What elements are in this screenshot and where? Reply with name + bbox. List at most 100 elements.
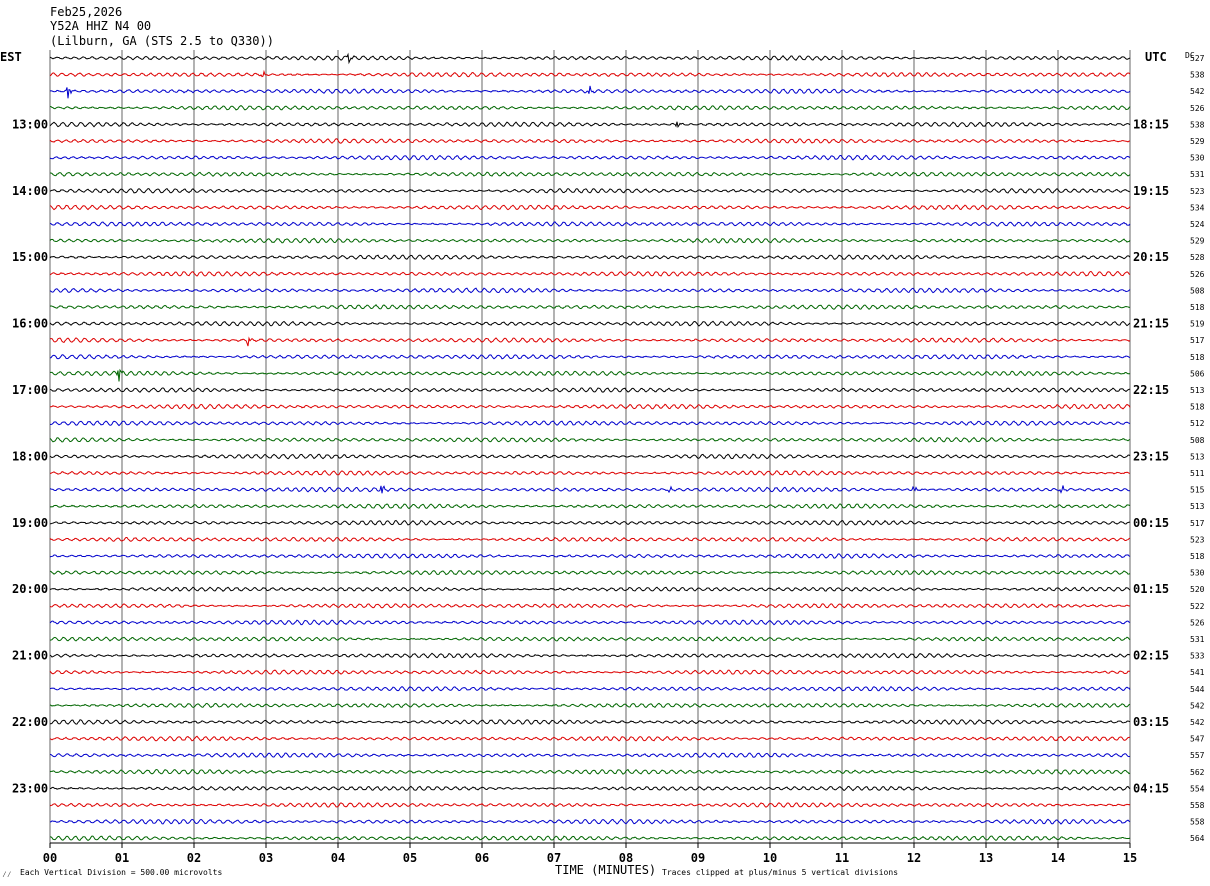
trace-row-36 <box>49 652 1130 659</box>
dc-value: 512 <box>1190 419 1205 428</box>
trace-row-46 <box>49 818 1131 825</box>
x-tick-label: 12 <box>907 851 921 865</box>
trace-row-47 <box>50 835 1131 842</box>
right-hour-labels: 18:15 19:15 20:15 21:15 22:15 23:15 00:15 01:15… <box>1133 117 1169 795</box>
trace-row-44 <box>49 785 1131 792</box>
trace-row-15 <box>49 304 1131 310</box>
dc-value: 523 <box>1190 187 1205 196</box>
dc-value: 526 <box>1190 270 1205 279</box>
footer-left-mark: ⁄⁄ <box>2 870 12 879</box>
x-tick-label: 04 <box>331 851 345 865</box>
right-hour-label: 18:15 <box>1133 117 1169 131</box>
dc-value: 529 <box>1190 237 1205 246</box>
dc-value: 518 <box>1190 353 1205 362</box>
x-tick-label: 05 <box>403 851 417 865</box>
dc-value: 527 <box>1190 54 1205 63</box>
left-hour-label: 13:00 <box>12 117 48 131</box>
right-hour-label: 01:15 <box>1133 582 1169 596</box>
left-hour-label: 18:00 <box>12 449 48 463</box>
trace-row-1 <box>49 69 1131 78</box>
trace-row-12 <box>49 254 1131 260</box>
right-hour-label: 02:15 <box>1133 649 1169 663</box>
trace-row-33 <box>49 603 1131 609</box>
right-hour-label: 21:15 <box>1133 317 1169 331</box>
right-hour-label: 23:15 <box>1133 449 1169 463</box>
dc-value: 506 <box>1190 369 1205 378</box>
header-station: Y52A HHZ N4 00 <box>50 19 151 33</box>
dc-value: 526 <box>1190 618 1205 627</box>
trace-row-9 <box>49 204 1131 211</box>
right-hour-label: 00:15 <box>1133 516 1169 530</box>
trace-row-28 <box>49 519 1131 526</box>
trace-row-16 <box>49 320 1131 327</box>
trace-row-34 <box>49 619 1131 626</box>
trace-row-8 <box>49 187 1131 194</box>
trace-row-10 <box>49 221 1131 227</box>
dc-value: 542 <box>1190 87 1205 96</box>
dc-value: 554 <box>1190 784 1205 793</box>
x-tick-label: 10 <box>763 851 777 865</box>
dc-value: 523 <box>1190 535 1205 544</box>
dc-value: 517 <box>1190 519 1205 528</box>
trace-row-45 <box>49 802 1131 808</box>
scale-note: Each Vertical Division = 500.00 microvol… <box>20 868 222 877</box>
x-axis-title: TIME (MINUTES) <box>555 863 656 877</box>
left-hour-labels: 13:00 14:00 15:00 16:00 17:00 18:00 19:00 20:00… <box>12 117 48 795</box>
dc-value: 526 <box>1190 104 1205 113</box>
right-hour-label: 03:15 <box>1133 715 1169 729</box>
dc-value: 528 <box>1190 253 1205 262</box>
trace-row-24 <box>49 453 1131 460</box>
trace-row-22 <box>49 420 1131 427</box>
dc-value: 529 <box>1190 137 1205 146</box>
trace-row-21 <box>49 403 1131 410</box>
trace-row-25 <box>49 470 1131 476</box>
right-hour-label: 20:15 <box>1133 250 1169 264</box>
dc-value: 513 <box>1190 452 1205 461</box>
left-hour-label: 20:00 <box>12 582 48 596</box>
trace-row-26 <box>49 485 1130 494</box>
clip-note: Traces clipped at plus/minus 5 vertical … <box>662 868 898 877</box>
left-hour-label: 14:00 <box>12 184 48 198</box>
x-tick-label: 01 <box>115 851 129 865</box>
dc-values: 527 538 542 526 538 529 530 531 523 534 524 529 528 5… <box>1190 54 1205 843</box>
x-axis-ticks: 00 01 02 03 04 05 06 07 08 09 10 11 12 13 14 15 <box>43 843 1137 865</box>
dc-value: 530 <box>1190 154 1205 163</box>
trace-row-3 <box>49 105 1131 111</box>
dc-value: 517 <box>1190 336 1205 345</box>
trace-row-5 <box>49 138 1131 144</box>
left-hour-label: 17:00 <box>12 383 48 397</box>
trace-row-20 <box>49 387 1131 393</box>
x-tick-label: 07 <box>547 851 561 865</box>
trace-row-41 <box>49 735 1131 742</box>
trace-row-39 <box>49 702 1131 709</box>
trace-row-40 <box>50 719 1131 726</box>
dc-value: 519 <box>1190 320 1205 329</box>
trace-row-43 <box>49 768 1131 775</box>
dc-value: 518 <box>1190 303 1205 312</box>
trace-row-23 <box>49 436 1131 443</box>
dc-value: 530 <box>1190 569 1205 578</box>
grid-lines <box>49 50 1131 844</box>
trace-row-6 <box>49 154 1131 161</box>
trace-row-37 <box>49 669 1131 675</box>
right-hour-label: 19:15 <box>1133 184 1169 198</box>
dc-value: 558 <box>1190 818 1205 827</box>
trace-row-14 <box>49 287 1131 294</box>
trace-row-32 <box>49 586 1131 592</box>
x-tick-label: 11 <box>835 851 849 865</box>
right-axis-label: UTC <box>1145 50 1167 64</box>
x-tick-label: 14 <box>1051 851 1065 865</box>
trace-row-4 <box>49 121 1131 129</box>
dc-value: 515 <box>1190 486 1205 495</box>
dc-value: 508 <box>1190 436 1205 445</box>
left-axis-label: EST <box>0 50 22 64</box>
header-location: (Lilburn, GA (STS 2.5 to Q330)) <box>50 34 274 48</box>
dc-column-label: DC <box>1185 51 1195 60</box>
dc-value: 531 <box>1190 635 1205 644</box>
trace-row-0 <box>49 52 1131 65</box>
dc-value: 511 <box>1190 469 1205 478</box>
dc-value: 542 <box>1190 701 1205 710</box>
header-date: Feb25,2026 <box>50 5 122 19</box>
dc-value: 522 <box>1190 602 1205 611</box>
trace-row-18 <box>49 354 1131 360</box>
